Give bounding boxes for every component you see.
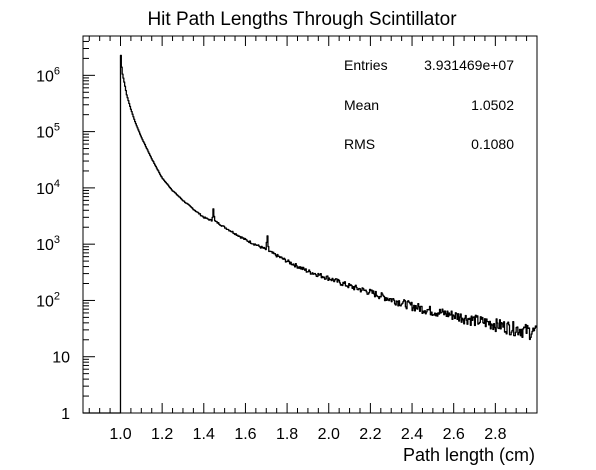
stat-rms-label: RMS bbox=[344, 136, 375, 152]
x-tick-label: 1.8 bbox=[276, 426, 298, 443]
y-tick-label: 106 bbox=[36, 65, 60, 85]
x-tick-label: 2.0 bbox=[318, 426, 340, 443]
stat-rms-value: 0.1080 bbox=[471, 136, 514, 152]
y-tick-label: 103 bbox=[36, 234, 60, 254]
x-tick-label: 2.2 bbox=[359, 426, 381, 443]
stat-mean-label: Mean bbox=[344, 97, 379, 113]
stat-entries-value: 3.931469e+07 bbox=[424, 57, 514, 73]
plot-frame bbox=[82, 35, 538, 414]
histogram-series bbox=[83, 54, 537, 414]
x-tick-label: 1.4 bbox=[193, 426, 215, 443]
stats-box: Entries 3.931469e+07 Mean 1.0502 RMS 0.1… bbox=[344, 57, 514, 152]
y-tick-label: 102 bbox=[36, 290, 60, 310]
chart-title: Hit Path Lengths Through Scintillator bbox=[147, 9, 457, 30]
x-tick-label: 1.0 bbox=[109, 426, 131, 443]
x-tick-label: 1.2 bbox=[151, 426, 173, 443]
y-axis-ticks: 1 10 102 103 104 105 106 bbox=[36, 35, 95, 423]
stat-entries-label: Entries bbox=[344, 57, 388, 73]
x-tick-label: 2.4 bbox=[401, 426, 423, 443]
y-tick-label: 1 bbox=[61, 406, 70, 423]
x-tick-label: 1.6 bbox=[234, 426, 256, 443]
x-tick-label: 2.8 bbox=[484, 426, 506, 443]
stat-mean-value: 1.0502 bbox=[471, 97, 514, 113]
x-axis-ticks: 1.0 1.2 1.4 1.6 1.8 2.0 2.2 2.4 2.6 2.8 bbox=[88, 36, 528, 443]
y-tick-label: 105 bbox=[36, 122, 60, 142]
x-tick-label: 2.6 bbox=[443, 426, 465, 443]
x-axis-label: Path length (cm) bbox=[403, 445, 535, 465]
y-tick-label: 10 bbox=[52, 350, 70, 367]
y-tick-label: 104 bbox=[36, 178, 60, 198]
